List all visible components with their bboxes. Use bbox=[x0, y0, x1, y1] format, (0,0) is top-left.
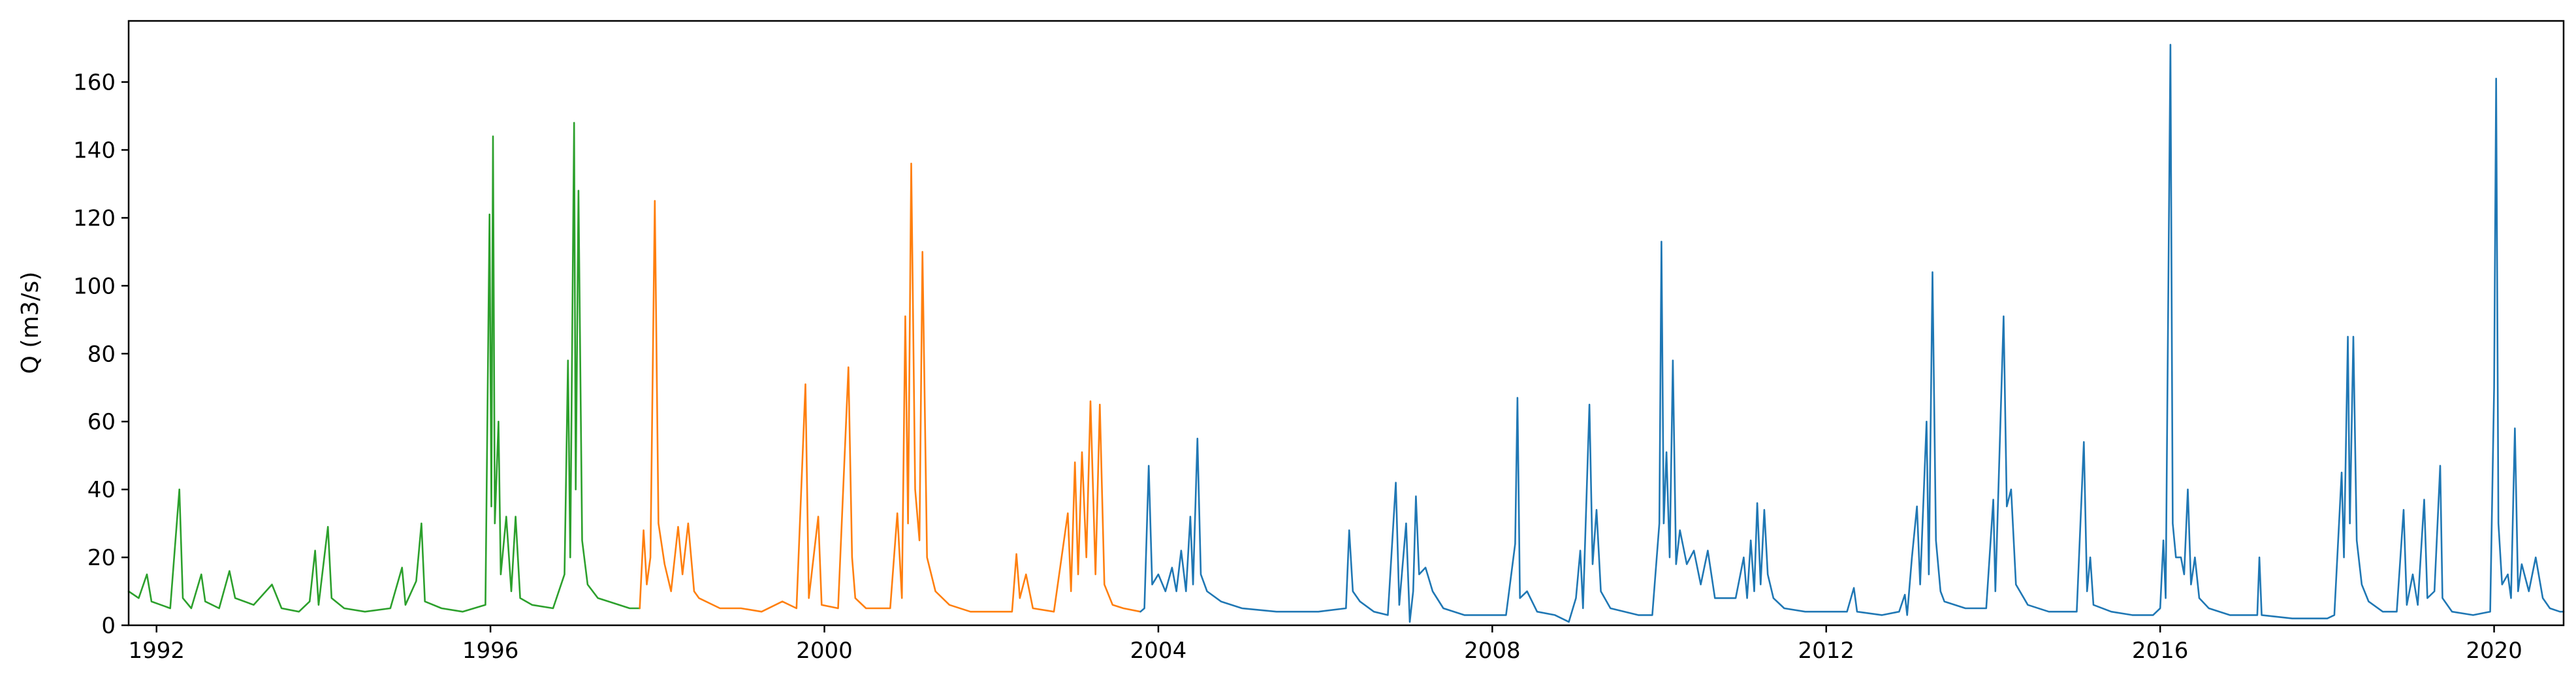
x-tick-label-2008: 2008 bbox=[1464, 638, 1521, 664]
y-tick-label-60: 60 bbox=[87, 409, 116, 435]
x-tick-label-1992: 1992 bbox=[128, 638, 185, 664]
y-tick-label-80: 80 bbox=[87, 341, 116, 367]
y-tick-label-0: 0 bbox=[101, 613, 116, 639]
x-tick-label-2016: 2016 bbox=[2132, 638, 2189, 664]
series-line-1 bbox=[127, 122, 641, 613]
series-layer bbox=[127, 44, 2565, 623]
y-tick-label-40: 40 bbox=[87, 477, 116, 503]
x-tick-label-2012: 2012 bbox=[1798, 638, 1854, 664]
y-tick-label-120: 120 bbox=[73, 205, 116, 231]
y-tick-label-100: 100 bbox=[73, 273, 116, 299]
x-tick-label-1996: 1996 bbox=[462, 638, 519, 664]
y-axis-label: Q (m3/s) bbox=[17, 272, 44, 374]
x-tick-label-2004: 2004 bbox=[1130, 638, 1187, 664]
x-tick-label-2000: 2000 bbox=[796, 638, 853, 664]
plot-frame bbox=[127, 20, 2565, 627]
y-axis: 0 20 40 60 80 100 120 140 160 bbox=[73, 70, 129, 639]
y-tick-label-20: 20 bbox=[87, 545, 116, 571]
series-line-2 bbox=[639, 163, 1141, 613]
y-tick-label-160: 160 bbox=[73, 70, 116, 96]
x-tick-label-2020: 2020 bbox=[2466, 638, 2522, 664]
series-line-3 bbox=[1139, 44, 2565, 623]
x-axis: 1992 1996 2000 2004 2008 2012 2016 2020 bbox=[128, 625, 2522, 664]
y-tick-label-140: 140 bbox=[73, 137, 116, 163]
